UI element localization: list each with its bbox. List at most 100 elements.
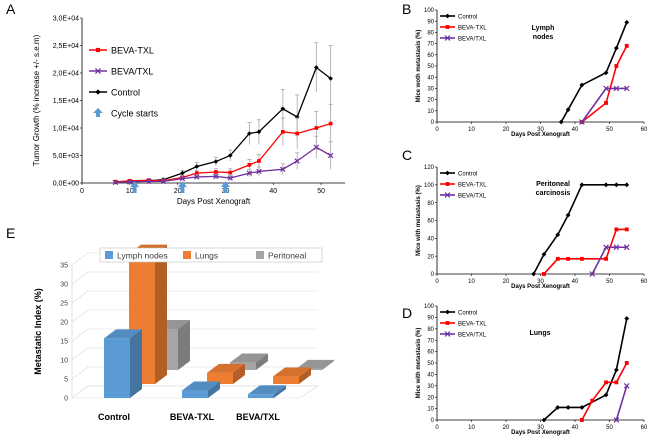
panel-label-A: A: [6, 1, 16, 17]
y-tick-label: 40: [427, 373, 434, 379]
data-point: [112, 179, 119, 186]
legend-marker: [445, 13, 450, 19]
legend-label: BEVA-TXL: [111, 46, 154, 56]
y-tick-label: 30: [427, 87, 434, 93]
data-point: [127, 179, 133, 185]
legend-label: BEVA/TXL: [458, 194, 487, 200]
data-point: [579, 405, 585, 410]
legend-E: Lymph nodes Lungs Peritoneal: [99, 247, 323, 263]
series-control: [541, 316, 630, 423]
legend-label: BEVA/TXL: [458, 333, 487, 339]
data-point: [213, 159, 219, 164]
legend-label: Peritoneal: [268, 251, 306, 261]
series-line: [581, 362, 628, 421]
legend-label: BEVA-TXL: [458, 322, 487, 328]
annotation-label: nodes: [533, 34, 554, 41]
data-point: [623, 382, 630, 389]
y-tick-label: 0,0E+00: [53, 180, 79, 187]
data-point: [180, 170, 185, 176]
data-point: [623, 85, 630, 92]
y-tick-label: 80: [427, 327, 434, 333]
x-tick-label: 10: [468, 279, 475, 285]
data-point: [614, 45, 619, 51]
bar-lungs-beva-txl: [273, 367, 311, 384]
series-line: [115, 122, 331, 183]
series-beva-txl: [579, 85, 630, 125]
series-beva-txl: [579, 43, 629, 124]
data-point: [604, 380, 608, 385]
data-point: [603, 70, 609, 76]
data-point: [624, 361, 629, 365]
legend-marker: [445, 170, 450, 176]
bar-top: [182, 381, 220, 391]
legend-marker: [95, 47, 101, 53]
data-point: [328, 121, 333, 126]
gridline-side: [71, 309, 89, 323]
data-point: [565, 212, 571, 218]
data-point: [624, 19, 630, 25]
y-tick-label: 60: [427, 350, 434, 356]
y-tick-label: 1,0E+04: [53, 125, 79, 132]
legend-marker: [444, 192, 451, 198]
x-axis-label: Days Post Xenograft: [177, 197, 251, 206]
bar-top: [248, 385, 286, 395]
series-beva-txl: [613, 382, 630, 423]
x-tick-label: 0: [435, 279, 439, 285]
x-tick-label: BEVA-TXL: [170, 412, 215, 422]
chart-E: 0 5 10 15 20 25 30 35 Metastatic Index (%) Contro…: [33, 244, 334, 422]
gridline-side: [71, 328, 89, 342]
data-point: [614, 380, 619, 385]
bar-side: [178, 320, 190, 370]
y-tick-label: 100: [424, 304, 435, 310]
x-axis-label: Days Post Xenograft: [511, 284, 570, 290]
x-tick-label: Control: [98, 412, 130, 422]
annotation-label: Lungs: [530, 330, 551, 337]
series-beva-txl: [579, 361, 629, 422]
series-line: [581, 45, 628, 123]
gridline-side: [71, 366, 89, 380]
y-tick-label: 25: [60, 301, 68, 308]
data-point: [160, 178, 167, 185]
data-point: [555, 256, 560, 261]
series-line: [560, 22, 628, 123]
data-point: [589, 271, 596, 277]
y-tick-label: 120: [424, 165, 435, 171]
legend-label: Lymph nodes: [117, 251, 168, 261]
data-point: [541, 417, 547, 423]
x-tick-label: 10: [468, 127, 475, 133]
legend-D: Control BEVA-TXL BEVA/TXL: [440, 309, 487, 339]
y-tick-label: 3,0E+04: [53, 15, 79, 22]
y-tick-label: 100: [424, 183, 435, 189]
data-point: [179, 175, 186, 182]
data-point: [623, 244, 630, 251]
x-tick-label: BEVA/TXL: [236, 412, 280, 422]
data-point: [558, 119, 564, 125]
data-point: [613, 244, 620, 251]
annotation-label: Lymph: [532, 25, 555, 32]
y-tick-label: 0: [431, 418, 435, 424]
data-point: [213, 173, 219, 180]
series-line: [615, 385, 628, 421]
y-tick-label: 15: [60, 339, 68, 346]
legend-label: Control: [458, 311, 477, 317]
legend-label: Control: [111, 88, 140, 98]
series-control: [531, 182, 630, 277]
data-point: [590, 398, 595, 403]
x-tick-label: 50: [317, 188, 325, 195]
y-tick-label: 20: [60, 320, 68, 327]
data-point: [604, 101, 608, 105]
legend-marker: [445, 321, 450, 325]
legend-marker: [445, 25, 450, 29]
data-point: [280, 166, 286, 172]
panel-label-E: E: [6, 225, 15, 241]
x-tick-label: 50: [606, 279, 613, 285]
cycle-start-arrow: [130, 181, 140, 193]
data-point: [280, 106, 286, 112]
data-point: [228, 170, 233, 175]
y-axis-label: Mice with metastasis (%): [416, 328, 422, 399]
data-point: [579, 256, 584, 261]
legend-label: BEVA/TXL: [458, 37, 487, 43]
data-point: [194, 171, 199, 175]
data-point: [624, 316, 630, 321]
